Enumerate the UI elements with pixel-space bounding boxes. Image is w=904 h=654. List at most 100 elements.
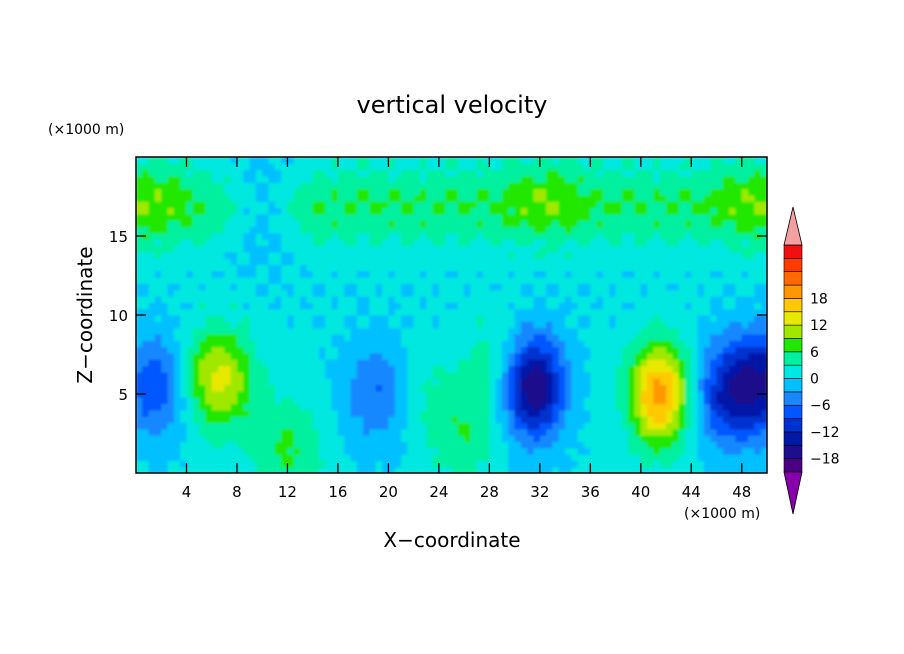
heat-cell bbox=[584, 169, 591, 177]
heat-cell bbox=[483, 340, 490, 348]
heat-cell bbox=[445, 270, 453, 278]
heat-cell bbox=[678, 340, 686, 348]
heat-cell bbox=[419, 220, 427, 228]
heat-cell bbox=[703, 277, 711, 284]
heat-cell bbox=[192, 422, 200, 430]
heat-cell bbox=[464, 175, 472, 183]
heat-cell bbox=[539, 213, 547, 221]
heat-cell bbox=[432, 447, 440, 455]
heat-cell bbox=[710, 245, 718, 253]
heat-cell bbox=[211, 226, 219, 234]
heat-cell bbox=[678, 283, 686, 291]
heat-cell bbox=[344, 333, 352, 341]
heat-cell bbox=[243, 175, 251, 183]
heat-cell bbox=[180, 175, 188, 183]
heat-cell bbox=[527, 308, 535, 316]
heat-cell bbox=[483, 308, 490, 316]
heat-cell bbox=[703, 163, 711, 171]
heat-cell bbox=[173, 245, 181, 253]
heat-cell bbox=[154, 302, 162, 310]
heat-cell bbox=[407, 175, 415, 183]
heat-cell bbox=[312, 258, 320, 266]
heat-cell bbox=[312, 232, 320, 240]
heat-cell bbox=[476, 251, 484, 259]
heat-cell bbox=[678, 365, 686, 373]
heat-cell bbox=[287, 289, 295, 297]
heat-cell bbox=[167, 163, 175, 171]
heat-cell bbox=[281, 264, 289, 272]
heat-cell bbox=[369, 232, 377, 240]
heat-cell bbox=[565, 403, 572, 411]
heat-cell bbox=[501, 447, 509, 455]
heat-cell bbox=[281, 321, 289, 329]
heat-cell bbox=[255, 409, 263, 417]
heat-cell bbox=[533, 207, 541, 215]
heat-cell bbox=[224, 163, 232, 171]
heat-cell bbox=[331, 207, 339, 215]
heat-cell bbox=[224, 201, 232, 209]
heat-cell bbox=[748, 384, 755, 392]
heat-cell bbox=[640, 163, 648, 171]
heat-cell bbox=[666, 308, 673, 316]
heat-cell bbox=[754, 296, 762, 303]
heat-cell bbox=[451, 182, 459, 190]
heat-cell bbox=[539, 333, 547, 341]
heat-cell bbox=[375, 213, 383, 221]
heat-cell bbox=[729, 188, 737, 196]
heat-cell bbox=[306, 454, 314, 461]
heat-cell bbox=[180, 226, 188, 234]
heat-cell bbox=[262, 194, 270, 202]
heat-cell bbox=[218, 346, 225, 354]
heat-cell bbox=[659, 371, 667, 379]
heat-cell bbox=[142, 321, 150, 329]
heat-cell bbox=[401, 466, 408, 473]
heat-cell bbox=[388, 466, 396, 473]
heat-cell bbox=[691, 163, 699, 171]
heat-cell bbox=[520, 194, 528, 202]
heat-cell bbox=[148, 157, 156, 164]
heat-cell bbox=[470, 403, 478, 411]
heat-cell bbox=[546, 245, 554, 253]
heat-cell bbox=[741, 226, 749, 234]
heat-cell bbox=[571, 416, 579, 424]
heat-cell bbox=[552, 428, 560, 436]
heat-cell bbox=[356, 201, 364, 209]
heat-cell bbox=[356, 283, 364, 291]
heat-cell bbox=[508, 365, 516, 373]
heat-cell bbox=[584, 422, 591, 430]
heat-cell bbox=[590, 315, 598, 322]
heat-cell bbox=[186, 454, 194, 461]
heat-cell bbox=[457, 346, 465, 354]
heat-cell bbox=[224, 188, 232, 196]
heat-cell bbox=[356, 422, 364, 430]
heat-cell bbox=[602, 365, 610, 373]
heat-cell bbox=[590, 321, 598, 329]
heat-cell bbox=[356, 346, 364, 354]
heat-cell bbox=[716, 258, 724, 266]
heat-cell bbox=[401, 409, 408, 417]
heat-cell bbox=[369, 359, 377, 367]
heat-cell bbox=[363, 188, 371, 196]
heat-cell bbox=[180, 346, 188, 354]
heat-cell bbox=[199, 296, 207, 303]
heat-cell bbox=[527, 226, 535, 234]
heat-cell bbox=[590, 403, 598, 411]
heat-cell bbox=[350, 169, 358, 177]
heat-cell bbox=[653, 359, 661, 367]
heat-cell bbox=[691, 333, 699, 341]
heat-cell bbox=[287, 422, 295, 430]
heat-cell bbox=[426, 289, 434, 297]
heat-cell bbox=[445, 460, 453, 468]
heat-cell bbox=[672, 213, 680, 221]
heat-cell bbox=[760, 226, 767, 234]
heat-cell bbox=[419, 194, 427, 202]
heat-cell bbox=[331, 157, 339, 164]
heat-cell bbox=[180, 365, 188, 373]
heat-cell bbox=[565, 289, 572, 297]
heat-cell bbox=[154, 157, 162, 164]
heat-cell bbox=[760, 277, 767, 284]
heat-cell bbox=[186, 397, 194, 405]
heat-cell bbox=[318, 232, 326, 240]
heat-cell bbox=[741, 239, 749, 247]
heat-cell bbox=[584, 302, 591, 310]
